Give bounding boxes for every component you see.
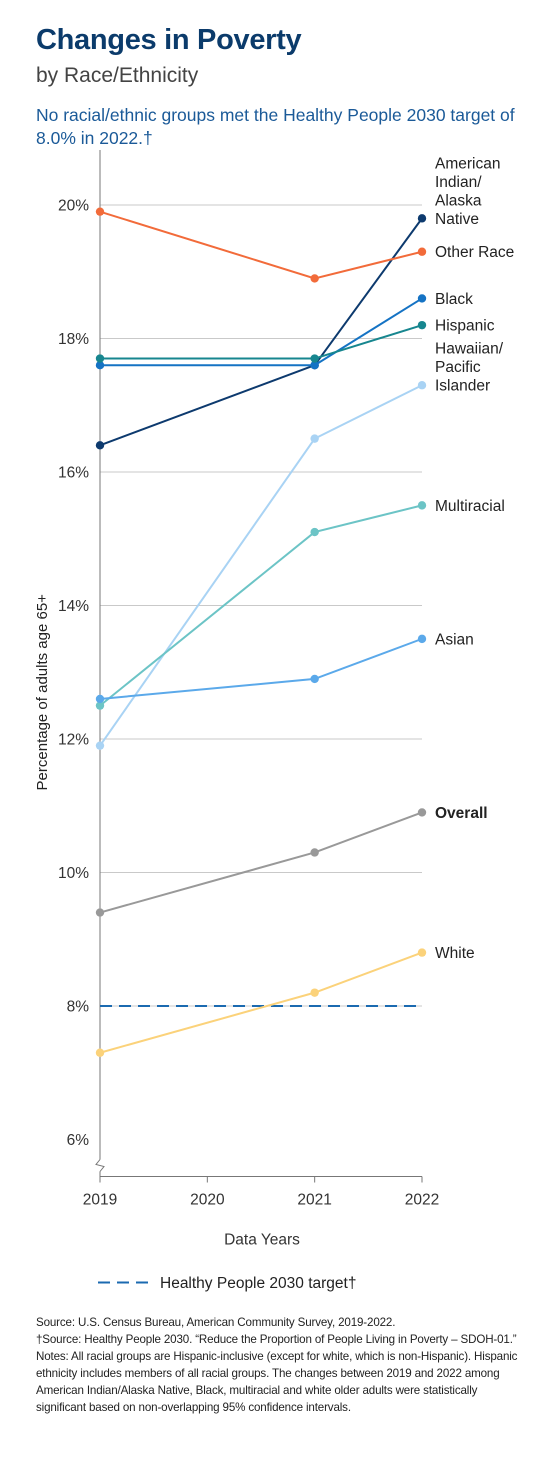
data-point: [95, 701, 105, 710]
y-axis-title: Percentage of adults age 65+: [34, 594, 51, 791]
series-label: Black: [435, 291, 473, 308]
y-tick-label: 14%: [58, 598, 89, 615]
data-point: [417, 501, 427, 510]
series-line: [99, 210, 423, 280]
data-point: [417, 634, 427, 644]
x-tick-label: 2022: [405, 1192, 439, 1209]
data-point: [95, 207, 105, 216]
series-label: Other Race: [435, 244, 514, 261]
data-point: [417, 320, 427, 330]
data-point: [310, 434, 319, 443]
x-axis-title: Data Years: [224, 1232, 300, 1249]
y-tick-label: 10%: [58, 865, 89, 882]
series-label: American Indian/Alaska Native: [435, 155, 500, 228]
series-line: [100, 324, 423, 360]
series-line: [99, 951, 423, 1054]
data-point: [417, 948, 427, 957]
series-label: Asian: [435, 631, 474, 648]
chart-title: Changes in Poverty: [36, 24, 302, 56]
series-label: Overall: [435, 805, 488, 822]
data-point: [417, 381, 427, 390]
y-tick-label: 16%: [58, 465, 89, 482]
axis-break-mark: [95, 1159, 105, 1172]
data-point: [95, 361, 105, 370]
notes: Notes: All racial groups are Hispanic-in…: [36, 1350, 518, 1414]
line-chart: 6% 8% 10% 12% 14% 16% 18% 20% 2019 2020 2021 2022 Da…: [34, 150, 514, 1292]
chart-subtitle: by Race/Ethnicity: [36, 64, 199, 87]
data-point: [95, 741, 105, 750]
series-line: [99, 637, 423, 700]
data-point: [310, 527, 319, 537]
data-point: [95, 908, 105, 917]
y-tick-label: 6%: [67, 1132, 90, 1149]
series-label: Multiracial: [435, 498, 505, 515]
x-tick-label: 2019: [83, 1192, 117, 1209]
data-point: [310, 848, 319, 857]
y-tick-label: 18%: [58, 331, 89, 348]
footer: Source: U.S. Census Bureau, American Com…: [36, 1314, 526, 1416]
series-label: White: [435, 945, 475, 962]
data-point: [95, 694, 105, 704]
source-note: Source: U.S. Census Bureau, American Com…: [36, 1316, 396, 1329]
chart-note: No racial/ethnic groups met the Healthy …: [36, 105, 515, 148]
x-tick-label: 2020: [190, 1192, 225, 1209]
series-label: Hispanic: [435, 318, 495, 335]
x-tick-label: 2021: [297, 1192, 331, 1209]
y-tick-label: 12%: [58, 732, 89, 749]
series-line: [99, 811, 423, 914]
data-point: [417, 808, 427, 817]
y-tick-label: 20%: [58, 198, 89, 215]
data-point: [95, 1048, 105, 1057]
data-point: [310, 354, 319, 363]
series-label: Hawaiian/Pacific Islander: [435, 341, 504, 395]
data-point: [310, 361, 319, 370]
data-point: [95, 354, 105, 363]
data-point: [310, 988, 319, 997]
y-tick-label: 8%: [67, 999, 90, 1016]
data-point: [417, 247, 427, 256]
series-line: [99, 384, 423, 747]
data-point: [95, 441, 105, 450]
data-point: [417, 294, 427, 303]
data-point: [417, 214, 427, 223]
source-note-2: †Source: Healthy People 2030. “Reduce th…: [36, 1333, 517, 1346]
legend-target-label: Healthy People 2030 target†: [160, 1275, 356, 1292]
data-point: [310, 674, 319, 684]
data-point: [310, 274, 319, 283]
series-line: [99, 217, 423, 447]
series-line: [100, 297, 423, 367]
